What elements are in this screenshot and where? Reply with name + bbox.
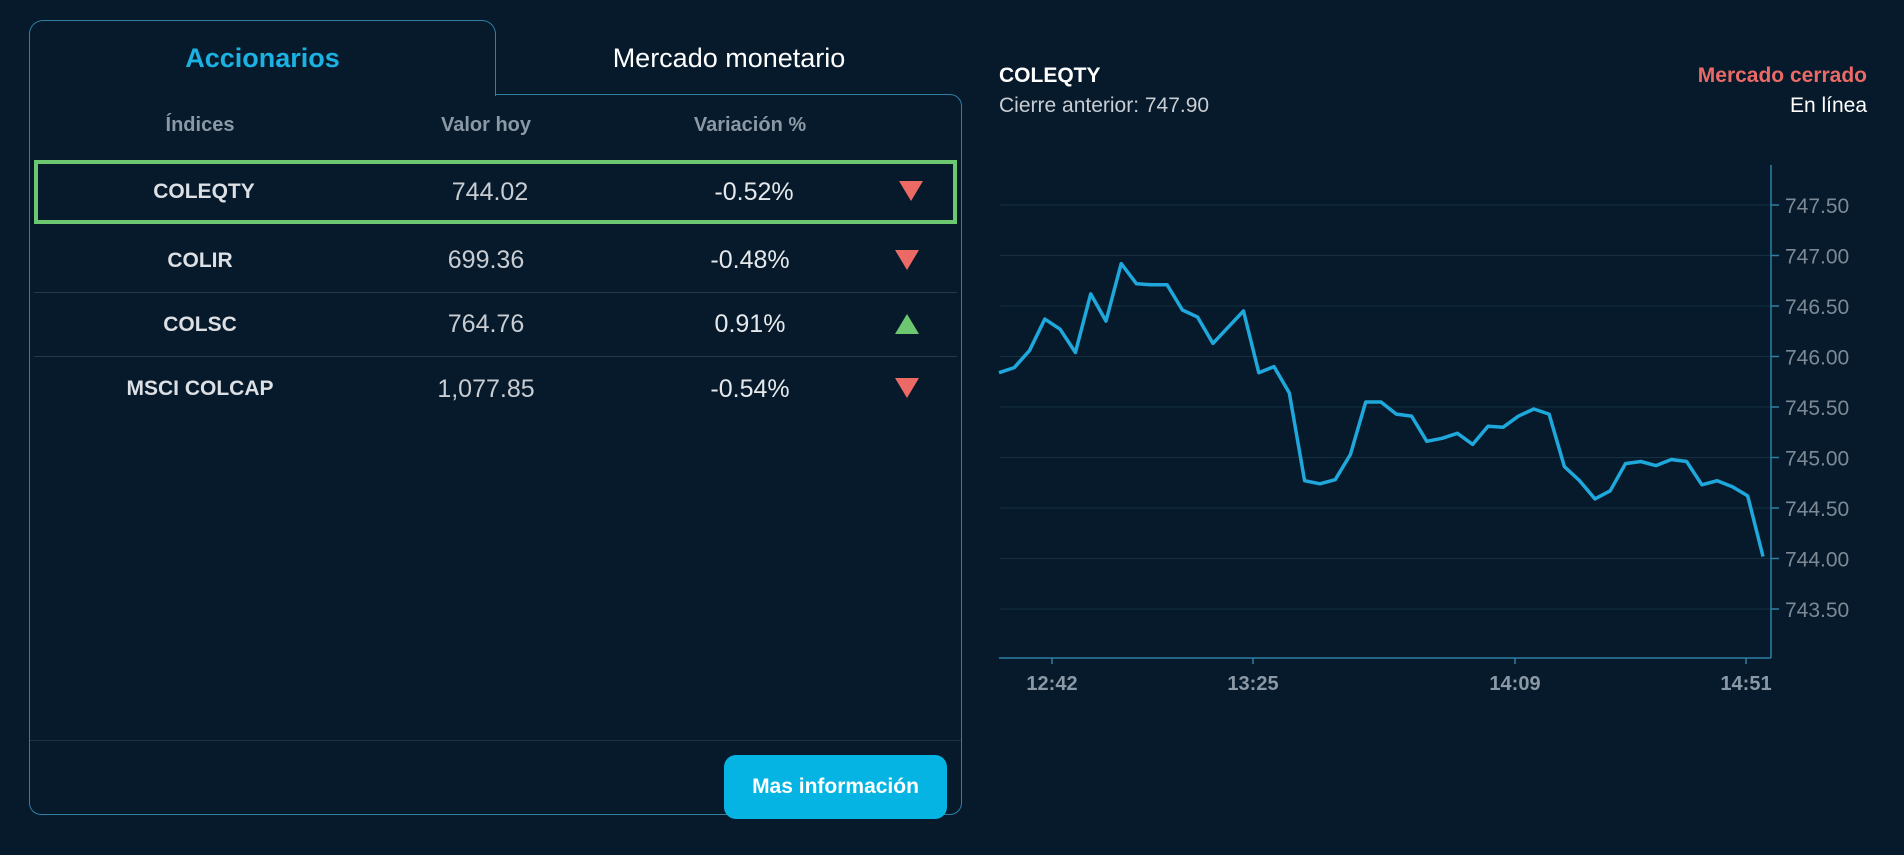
x-tick-label: 14:51 — [1720, 673, 1771, 695]
x-tick-label: 13:25 — [1227, 673, 1278, 695]
table-row[interactable]: MSCI COLCAP 1,077.85 -0.54% — [34, 357, 957, 421]
arrow-up-icon — [895, 313, 921, 336]
index-variation: -0.54% — [710, 374, 790, 403]
y-tick-label: 747.50 — [1785, 195, 1849, 218]
index-name: COLEQTY — [153, 180, 255, 203]
y-tick-label: 745.00 — [1785, 448, 1849, 471]
index-variation: -0.48% — [710, 246, 790, 274]
more-info-button[interactable]: Mas información — [724, 755, 947, 819]
arrow-down-icon — [895, 378, 921, 400]
y-tick-label: 745.50 — [1785, 397, 1849, 420]
table-row[interactable]: COLEQTY 744.02 -0.52% — [34, 160, 957, 224]
tab-accionarios[interactable]: Accionarios — [29, 20, 496, 96]
y-tick-label: 746.00 — [1785, 347, 1849, 370]
y-tick-label: 744.00 — [1785, 549, 1849, 572]
indices-panel: Accionarios Mercado monetario Índices Va… — [29, 20, 962, 819]
index-name: COLSC — [163, 312, 237, 336]
x-tick-label: 12:42 — [1026, 673, 1077, 695]
header-variacion: Variación % — [693, 113, 807, 136]
y-tick-label: 747.00 — [1785, 246, 1849, 269]
y-tick-label: 744.50 — [1785, 498, 1849, 521]
arrow-down-icon — [895, 249, 921, 272]
table-row[interactable]: COLIR 699.36 -0.48% — [34, 229, 957, 293]
previous-close: Cierre anterior: 747.90 — [999, 94, 1210, 117]
table-row[interactable]: COLSC 764.76 0.91% — [34, 293, 957, 357]
index-value: 744.02 — [451, 177, 529, 206]
y-tick-label: 743.50 — [1785, 599, 1849, 622]
connection-status: En línea — [1789, 94, 1867, 117]
tab-mercado-monetario[interactable]: Mercado monetario — [612, 42, 846, 73]
index-name: MSCI COLCAP — [126, 377, 274, 400]
header-valor-hoy: Valor hoy — [440, 113, 532, 136]
table-header: Índices Valor hoy Variación % — [30, 95, 961, 155]
divider — [30, 740, 961, 741]
index-name: COLIR — [167, 248, 233, 272]
x-tick-label: 14:09 — [1489, 673, 1540, 695]
index-value: 1,077.85 — [437, 374, 535, 403]
indices-table: Índices Valor hoy Variación % COLEQTY 744… — [29, 94, 962, 819]
index-value: 699.36 — [447, 246, 525, 274]
header-indices: Índices — [165, 113, 235, 136]
chart-title: COLEQTY — [999, 64, 1101, 87]
arrow-down-icon — [899, 181, 925, 203]
price-line — [998, 261, 1765, 557]
market-status: Mercado cerrado — [1697, 64, 1867, 87]
index-variation: -0.52% — [714, 177, 794, 206]
index-value: 764.76 — [447, 310, 525, 338]
y-tick-label: 746.50 — [1785, 296, 1849, 319]
index-variation: 0.91% — [714, 310, 786, 338]
